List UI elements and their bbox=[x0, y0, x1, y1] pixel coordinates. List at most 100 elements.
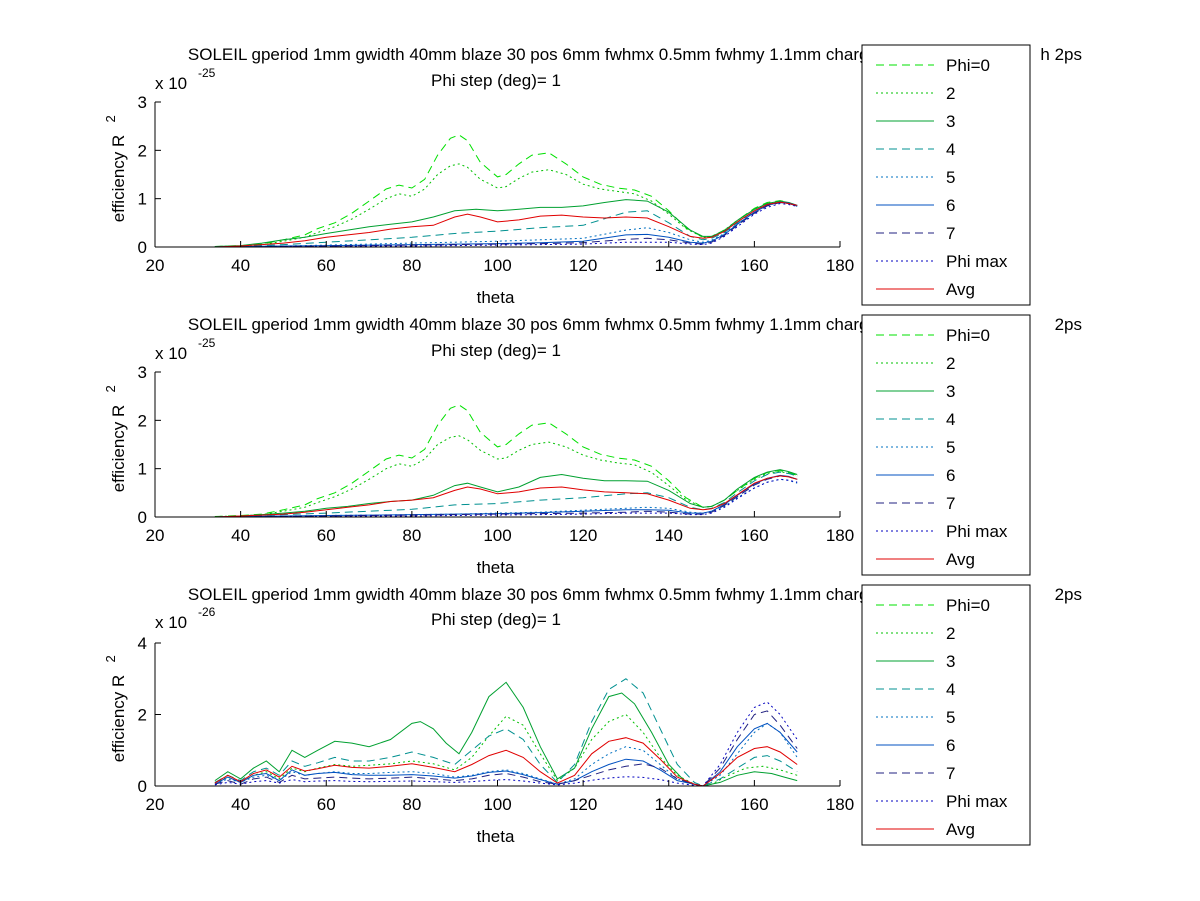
legend-label: 5 bbox=[946, 438, 955, 457]
x-axis-label: theta bbox=[477, 827, 515, 846]
axis-exponent-power: -26 bbox=[198, 605, 216, 619]
y-axis-label-group: efficiency R 2 bbox=[103, 115, 128, 222]
x-tick-label: 140 bbox=[655, 526, 683, 545]
legend: Phi=0 2 3 4 5 6 7 Phi max Avg bbox=[861, 314, 1031, 576]
legend-box bbox=[861, 584, 1031, 846]
series-line-2 bbox=[214, 163, 798, 247]
y-axis-label-superscript: 2 bbox=[103, 385, 118, 392]
series-line-4 bbox=[214, 678, 798, 787]
y-tick-label: 0 bbox=[138, 238, 147, 257]
series-line-3 bbox=[214, 199, 798, 247]
x-tick-label: 160 bbox=[740, 795, 768, 814]
y-axis-label-superscript: 2 bbox=[103, 115, 118, 122]
y-tick-label: 3 bbox=[138, 363, 147, 382]
y-axis-label: efficiency R bbox=[109, 675, 128, 763]
series-line-3 bbox=[214, 469, 798, 518]
y-tick-label: 3 bbox=[138, 93, 147, 112]
series-line-6 bbox=[214, 474, 798, 518]
chart-title: SOLEIL gperiod 1mm gwidth 40mm blaze 30 … bbox=[188, 45, 892, 64]
x-tick-label: 80 bbox=[402, 526, 421, 545]
x-tick-label: 120 bbox=[569, 526, 597, 545]
series-line-9 bbox=[214, 201, 798, 248]
x-tick-label: 180 bbox=[826, 795, 854, 814]
x-tick-label: 140 bbox=[655, 256, 683, 275]
axis-exponent-power: -25 bbox=[198, 66, 216, 80]
series-line-5 bbox=[214, 722, 798, 787]
chart-title-tail: h 2ps bbox=[1040, 45, 1082, 64]
series-line-4 bbox=[214, 471, 798, 518]
axis-exponent-base: x 10 bbox=[155, 74, 187, 93]
legend-label: Phi=0 bbox=[946, 596, 990, 615]
legend-label: 4 bbox=[946, 140, 955, 159]
x-tick-label: 80 bbox=[402, 256, 421, 275]
series-line-4 bbox=[214, 201, 798, 248]
x-tick-label: 80 bbox=[402, 795, 421, 814]
x-tick-label: 120 bbox=[569, 795, 597, 814]
legend-label: 7 bbox=[946, 764, 955, 783]
x-axis-label: theta bbox=[477, 288, 515, 307]
legend-label: Avg bbox=[946, 820, 975, 839]
x-tick-label: 160 bbox=[740, 256, 768, 275]
legend-box bbox=[861, 314, 1031, 576]
legend-label: 6 bbox=[946, 736, 955, 755]
chart-subtitle: Phi step (deg)= 1 bbox=[431, 71, 561, 90]
x-tick-label: 40 bbox=[231, 795, 250, 814]
x-tick-label: 140 bbox=[655, 795, 683, 814]
x-tick-label: 100 bbox=[483, 526, 511, 545]
series-line-8 bbox=[214, 202, 798, 248]
x-tick-label: 20 bbox=[146, 256, 165, 275]
y-tick-label: 2 bbox=[138, 706, 147, 725]
series-line-6 bbox=[214, 722, 798, 787]
y-axis-label-superscript: 2 bbox=[103, 655, 118, 662]
series-line-2 bbox=[214, 435, 798, 517]
chart-panel-2: SOLEIL gperiod 1mm gwidth 40mm blaze 30 … bbox=[103, 314, 1082, 577]
legend-label: 6 bbox=[946, 466, 955, 485]
chart-panel-3: SOLEIL gperiod 1mm gwidth 40mm blaze 30 … bbox=[103, 584, 1082, 846]
legend-label: Phi=0 bbox=[946, 56, 990, 75]
legend: Phi=0 2 3 4 5 6 7 Phi max Avg bbox=[861, 44, 1031, 306]
legend-label: 3 bbox=[946, 112, 955, 131]
y-axis-label: efficiency R bbox=[109, 135, 128, 223]
x-tick-label: 60 bbox=[317, 795, 336, 814]
x-tick-label: 40 bbox=[231, 256, 250, 275]
legend-label: Avg bbox=[946, 550, 975, 569]
series-group bbox=[214, 678, 798, 787]
legend-label: 2 bbox=[946, 84, 955, 103]
x-tick-label: 100 bbox=[483, 795, 511, 814]
x-tick-label: 180 bbox=[826, 256, 854, 275]
x-tick-label: 40 bbox=[231, 526, 250, 545]
chart-subtitle: Phi step (deg)= 1 bbox=[431, 341, 561, 360]
x-tick-label: 20 bbox=[146, 795, 165, 814]
series-line-1 bbox=[214, 404, 798, 517]
y-tick-label: 1 bbox=[138, 460, 147, 479]
y-axis-label-group: efficiency R 2 bbox=[103, 655, 128, 762]
series-line-7 bbox=[214, 475, 798, 518]
chart-title: SOLEIL gperiod 1mm gwidth 40mm blaze 30 … bbox=[188, 585, 892, 604]
y-tick-label: 0 bbox=[138, 508, 147, 527]
legend-label: Phi max bbox=[946, 792, 1008, 811]
legend-label: 4 bbox=[946, 410, 955, 429]
series-group bbox=[214, 134, 798, 248]
legend-label: 7 bbox=[946, 494, 955, 513]
x-axis-label: theta bbox=[477, 558, 515, 577]
x-tick-label: 120 bbox=[569, 256, 597, 275]
x-tick-label: 60 bbox=[317, 526, 336, 545]
y-axis-label: efficiency R bbox=[109, 405, 128, 493]
legend-box bbox=[861, 44, 1031, 306]
x-tick-label: 160 bbox=[740, 526, 768, 545]
series-line-7 bbox=[214, 710, 798, 787]
legend: Phi=0 2 3 4 5 6 7 Phi max Avg bbox=[861, 584, 1031, 846]
series-group bbox=[214, 404, 798, 518]
legend-label: 3 bbox=[946, 382, 955, 401]
axis-exponent-base: x 10 bbox=[155, 344, 187, 363]
y-tick-label: 2 bbox=[138, 141, 147, 160]
chart-title: SOLEIL gperiod 1mm gwidth 40mm blaze 30 … bbox=[188, 315, 892, 334]
series-line-1 bbox=[214, 134, 798, 247]
legend-label: 6 bbox=[946, 196, 955, 215]
x-tick-label: 20 bbox=[146, 526, 165, 545]
legend-label: 4 bbox=[946, 680, 955, 699]
legend-label: Avg bbox=[946, 280, 975, 299]
chart-subtitle: Phi step (deg)= 1 bbox=[431, 610, 561, 629]
axis-exponent-power: -25 bbox=[198, 336, 216, 350]
